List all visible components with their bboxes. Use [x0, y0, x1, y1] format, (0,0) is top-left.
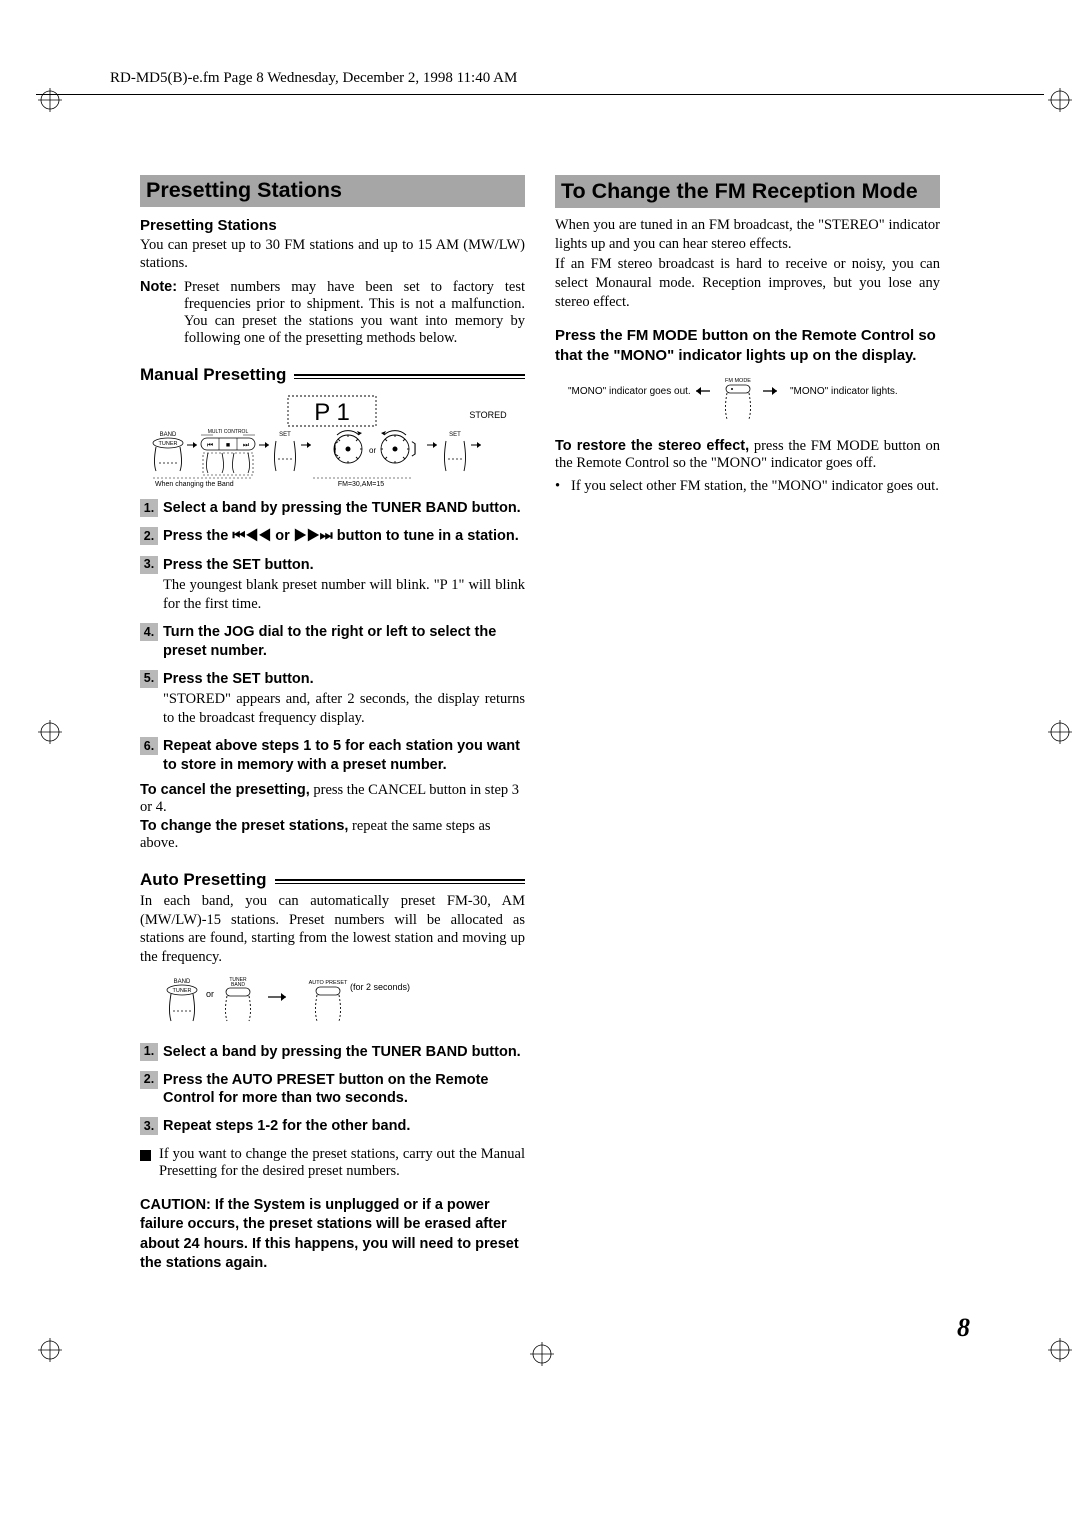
step-text: Repeat above steps 1 to 5 for each stati…: [163, 737, 525, 773]
page-number: 8: [957, 1313, 970, 1343]
heading-rule: [275, 879, 525, 881]
section-title-presetting: Presetting Stations: [140, 175, 525, 207]
auto-diagram: BAND TUNER or TUNER BAND AUTO PRESET: [140, 975, 525, 1033]
svg-text:or: or: [206, 989, 214, 999]
fm-p2: If an FM stereo broadcast is hard to rec…: [555, 255, 940, 312]
crop-mark: [38, 1338, 62, 1362]
svg-text:TUNER: TUNER: [158, 441, 177, 447]
presetting-intro: You can preset up to 30 FM stations and …: [140, 236, 525, 274]
svg-text:FM MODE: FM MODE: [725, 378, 751, 384]
bullet-text: If you select other FM station, the "MON…: [571, 478, 940, 495]
svg-text:When changing the Band: When changing the Band: [155, 481, 234, 488]
note-row: Note: Preset numbers may have been set t…: [140, 279, 525, 347]
step-text: Select a band by pressing the TUNER BAND…: [163, 499, 525, 517]
caution-text: CAUTION: If the System is unplugged or i…: [140, 1196, 525, 1274]
svg-text:"MONO" indicator goes out.: "MONO" indicator goes out.: [568, 386, 691, 397]
svg-text:■: ■: [225, 441, 229, 449]
step-number: 1.: [140, 499, 158, 517]
manual-steps: 1. Select a band by pressing the TUNER BA…: [140, 499, 525, 773]
svg-text:SET: SET: [279, 432, 291, 438]
svg-text:BAND: BAND: [231, 982, 245, 988]
step-number: 3.: [140, 1117, 158, 1135]
svg-text:MULTI CONTROL: MULTI CONTROL: [207, 429, 248, 435]
header-rule: [36, 94, 1044, 96]
step-number: 6.: [140, 737, 158, 755]
step-number: 1.: [140, 1043, 158, 1061]
svg-text:⏭: ⏭: [242, 441, 249, 449]
section-title-fm: To Change the FM Reception Mode: [555, 175, 940, 208]
svg-text:or: or: [369, 446, 376, 455]
step-body: "STORED" appears and, after 2 seconds, t…: [163, 690, 525, 728]
crop-mark: [1048, 88, 1072, 112]
step-text: Press the ⏮◀◀ or ▶▶⏭ button to tune in a…: [163, 527, 525, 545]
manual-diagram: P 1 STORED BAND TUNER MULTI CONTROL: [140, 393, 525, 489]
running-head: RD-MD5(B)-e.fm Page 8 Wednesday, Decembe…: [110, 70, 517, 87]
step-text: Press the SET button.: [163, 670, 525, 688]
svg-text:〕: 〕: [411, 441, 427, 459]
subheading-presetting: Presetting Stations: [140, 217, 525, 234]
crop-mark: [38, 88, 62, 112]
step-body: The youngest blank preset number will bl…: [163, 576, 525, 614]
bullet-text: If you want to change the preset station…: [159, 1146, 525, 1180]
heading-manual-text: Manual Presetting: [140, 365, 286, 385]
step-number: 5.: [140, 670, 158, 688]
svg-text:〔: 〔: [323, 441, 339, 459]
right-column: To Change the FM Reception Mode When you…: [555, 175, 940, 1378]
svg-text:BAND: BAND: [174, 979, 191, 985]
svg-text:TUNER: TUNER: [173, 988, 192, 994]
note-text: Preset numbers may have been set to fact…: [184, 279, 525, 347]
fm-p1: When you are tuned in an FM broadcast, t…: [555, 216, 940, 254]
step-number: 2.: [140, 527, 158, 545]
square-icon: [140, 1150, 151, 1161]
restore-line: To restore the stereo effect, press the …: [555, 438, 940, 472]
auto-intro: In each band, you can automatically pres…: [140, 892, 525, 967]
svg-text:⏮: ⏮: [206, 441, 212, 449]
svg-text:FM=30,AM=15: FM=30,AM=15: [337, 481, 383, 488]
step-text: Repeat steps 1-2 for the other band.: [163, 1117, 525, 1135]
step-number: 4.: [140, 623, 158, 641]
svg-text:"MONO" indicator lights.: "MONO" indicator lights.: [790, 386, 898, 397]
fm-press-instruction: Press the FM MODE button on the Remote C…: [555, 326, 940, 367]
crop-mark: [1048, 720, 1072, 744]
step-text: Press the AUTO PRESET button on the Remo…: [163, 1071, 525, 1107]
svg-text:P 1: P 1: [314, 399, 350, 426]
step-number: 3.: [140, 556, 158, 574]
heading-manual: Manual Presetting: [140, 365, 525, 385]
crop-mark: [1048, 1338, 1072, 1362]
left-column: Presetting Stations Presetting Stations …: [140, 175, 525, 1378]
svg-text:BAND: BAND: [159, 432, 176, 438]
change-line: To change the preset stations, repeat th…: [140, 818, 525, 852]
svg-text:SET: SET: [449, 432, 461, 438]
crop-mark: [38, 720, 62, 744]
svg-text:AUTO PRESET: AUTO PRESET: [309, 980, 348, 986]
heading-auto-text: Auto Presetting: [140, 870, 267, 890]
cancel-line: To cancel the presetting, press the CANC…: [140, 782, 525, 816]
dot-bullet: • If you select other FM station, the "M…: [555, 478, 940, 495]
heading-rule: [294, 374, 525, 376]
step-text: Turn the JOG dial to the right or left t…: [163, 623, 525, 659]
heading-auto: Auto Presetting: [140, 870, 525, 890]
page-content: Presetting Stations Presetting Stations …: [140, 175, 970, 1378]
auto-steps: 1. Select a band by pressing the TUNER BA…: [140, 1043, 525, 1136]
step-text: Press the SET button.: [163, 556, 525, 574]
bullet-dot: •: [555, 478, 571, 495]
svg-text:(for 2 seconds): (for 2 seconds): [350, 982, 410, 992]
svg-text:STORED: STORED: [469, 410, 507, 420]
step-number: 2.: [140, 1071, 158, 1089]
note-label: Note:: [140, 279, 184, 347]
step-text: Select a band by pressing the TUNER BAND…: [163, 1043, 525, 1061]
mono-diagram: "MONO" indicator goes out. FM MODE "MONO…: [555, 374, 940, 430]
square-bullet: If you want to change the preset station…: [140, 1146, 525, 1180]
